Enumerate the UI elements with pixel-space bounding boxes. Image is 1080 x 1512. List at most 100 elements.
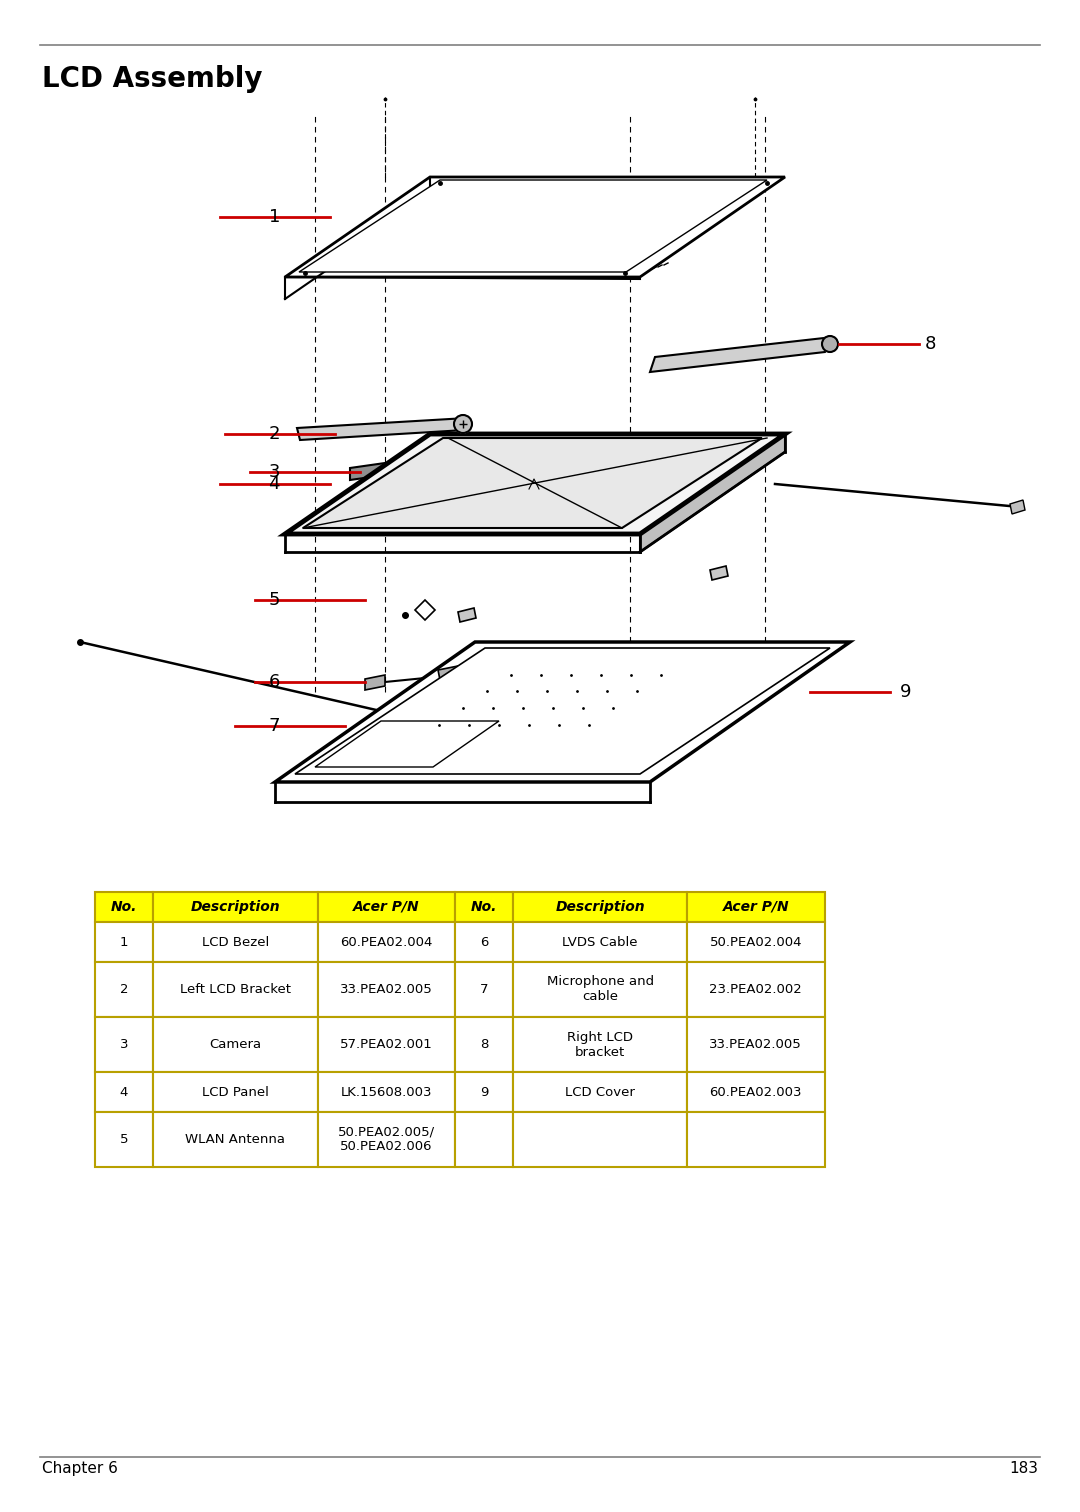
Bar — [687, 1072, 825, 1111]
Text: 4: 4 — [120, 1086, 129, 1099]
Polygon shape — [285, 177, 785, 277]
Polygon shape — [299, 180, 767, 272]
Bar — [513, 1072, 687, 1111]
Bar — [318, 1018, 456, 1072]
Text: Chapter 6: Chapter 6 — [42, 1461, 118, 1476]
Text: LCD Cover: LCD Cover — [565, 1086, 635, 1099]
Bar — [456, 922, 513, 962]
Bar — [456, 892, 513, 922]
Bar — [687, 1018, 825, 1072]
Bar — [513, 892, 687, 922]
Text: Acer P/N: Acer P/N — [723, 900, 789, 913]
Text: 183: 183 — [1009, 1461, 1038, 1476]
Text: 8: 8 — [481, 1039, 488, 1051]
Text: 50.PEA02.005/
50.PEA02.006: 50.PEA02.005/ 50.PEA02.006 — [338, 1125, 435, 1154]
Text: Right LCD
bracket: Right LCD bracket — [567, 1031, 633, 1058]
Bar — [153, 922, 318, 962]
Text: 9: 9 — [481, 1086, 488, 1099]
Text: 57.PEA02.001: 57.PEA02.001 — [340, 1039, 433, 1051]
Bar — [95, 1018, 153, 1072]
Text: 23.PEA02.002: 23.PEA02.002 — [710, 983, 802, 996]
Text: Camera: Camera — [210, 1039, 261, 1051]
Text: 3: 3 — [269, 463, 280, 481]
Text: 2: 2 — [120, 983, 129, 996]
Bar — [687, 1111, 825, 1167]
Bar — [456, 1018, 513, 1072]
Text: 7: 7 — [269, 717, 280, 735]
Polygon shape — [710, 565, 728, 581]
Polygon shape — [350, 463, 384, 479]
Text: 5: 5 — [269, 591, 280, 609]
Bar — [513, 1018, 687, 1072]
Bar — [153, 962, 318, 1018]
Text: 33.PEA02.005: 33.PEA02.005 — [340, 983, 433, 996]
Text: LCD Bezel: LCD Bezel — [202, 936, 269, 948]
Polygon shape — [438, 665, 460, 680]
Bar — [318, 1072, 456, 1111]
Bar — [318, 922, 456, 962]
Bar — [513, 1111, 687, 1167]
Text: 50.PEA02.004: 50.PEA02.004 — [710, 936, 802, 948]
Text: 60.PEA02.004: 60.PEA02.004 — [340, 936, 433, 948]
Text: 7: 7 — [481, 983, 488, 996]
Polygon shape — [415, 600, 435, 620]
Text: 6: 6 — [269, 673, 280, 691]
Bar — [95, 962, 153, 1018]
Text: 2: 2 — [269, 425, 280, 443]
Polygon shape — [275, 643, 850, 782]
Polygon shape — [1010, 500, 1025, 514]
Bar — [153, 1018, 318, 1072]
Polygon shape — [285, 434, 785, 534]
Text: 1: 1 — [269, 209, 280, 225]
Text: Acer P/N: Acer P/N — [353, 900, 420, 913]
Text: 3: 3 — [120, 1039, 129, 1051]
Polygon shape — [295, 649, 831, 774]
Text: 60.PEA02.003: 60.PEA02.003 — [710, 1086, 802, 1099]
Bar — [687, 962, 825, 1018]
Text: 1: 1 — [120, 936, 129, 948]
Polygon shape — [480, 717, 497, 733]
Bar — [513, 922, 687, 962]
Polygon shape — [303, 438, 762, 528]
Bar — [456, 1072, 513, 1111]
Text: Description: Description — [190, 900, 280, 913]
Bar — [95, 922, 153, 962]
Bar — [318, 892, 456, 922]
Bar — [456, 1111, 513, 1167]
Text: Description: Description — [555, 900, 645, 913]
Text: LCD Assembly: LCD Assembly — [42, 65, 262, 94]
Text: 33.PEA02.005: 33.PEA02.005 — [710, 1039, 802, 1051]
Text: LK.15608.003: LK.15608.003 — [340, 1086, 432, 1099]
Circle shape — [454, 414, 472, 432]
Polygon shape — [650, 337, 833, 372]
Bar — [687, 892, 825, 922]
Bar — [318, 962, 456, 1018]
Circle shape — [822, 336, 838, 352]
Polygon shape — [458, 608, 476, 621]
Bar — [318, 1111, 456, 1167]
Bar — [153, 892, 318, 922]
Bar — [153, 1072, 318, 1111]
Text: LCD Panel: LCD Panel — [202, 1086, 269, 1099]
Bar — [95, 1072, 153, 1111]
Bar — [95, 892, 153, 922]
Text: 6: 6 — [481, 936, 488, 948]
Bar — [687, 922, 825, 962]
Bar — [456, 962, 513, 1018]
Text: No.: No. — [471, 900, 498, 913]
Bar — [153, 1111, 318, 1167]
Polygon shape — [365, 674, 384, 689]
Text: 8: 8 — [924, 336, 936, 352]
Polygon shape — [640, 434, 785, 552]
Bar — [95, 1111, 153, 1167]
Text: Left LCD Bracket: Left LCD Bracket — [179, 983, 291, 996]
Bar — [513, 962, 687, 1018]
Text: No.: No. — [111, 900, 137, 913]
Polygon shape — [297, 417, 467, 440]
Text: 9: 9 — [900, 683, 912, 702]
Text: 5: 5 — [120, 1132, 129, 1146]
Text: WLAN Antenna: WLAN Antenna — [185, 1132, 285, 1146]
Text: LVDS Cable: LVDS Cable — [563, 936, 638, 948]
Text: 4: 4 — [269, 475, 280, 493]
Text: Microphone and
cable: Microphone and cable — [546, 975, 653, 1004]
